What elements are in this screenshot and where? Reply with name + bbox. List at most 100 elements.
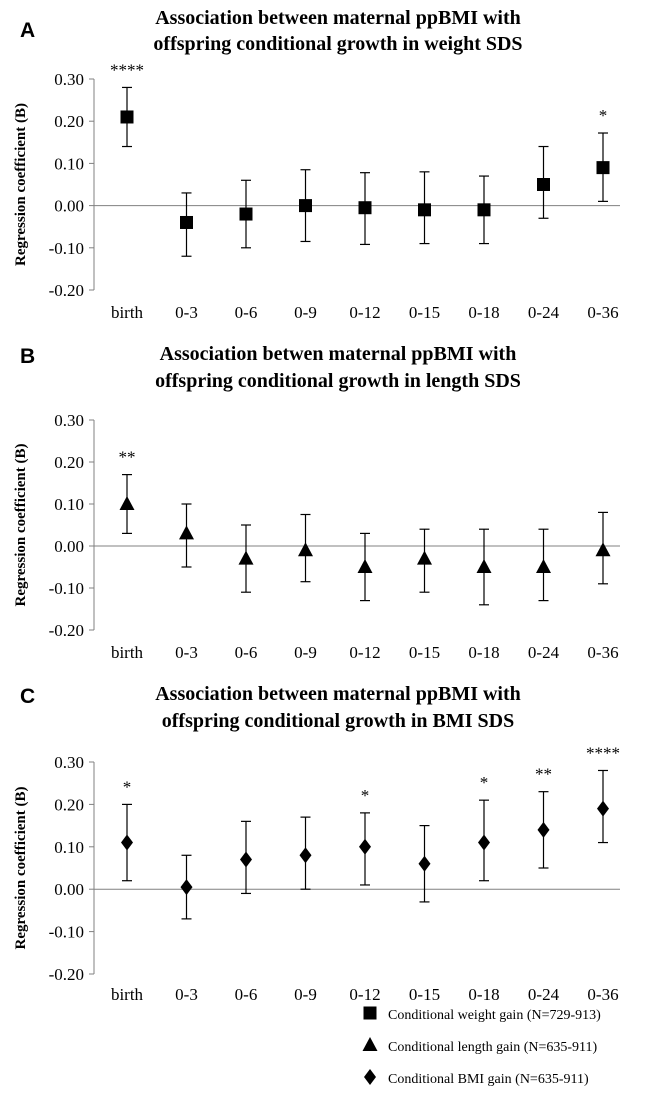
x-tick-label: birth (111, 643, 144, 662)
x-tick-label: 0-36 (587, 985, 618, 1004)
y-tick-label: -0.10 (49, 579, 84, 598)
y-tick-label: 0.00 (54, 537, 84, 556)
y-tick-label: -0.20 (49, 621, 84, 640)
legend-marker-triangle (362, 1037, 378, 1051)
panel-letter: A (20, 19, 35, 42)
data-point (119, 496, 135, 510)
x-tick-label: 0-12 (349, 303, 380, 322)
x-tick-label: 0-6 (235, 643, 258, 662)
significance-label: **** (110, 60, 144, 79)
x-tick-label: 0-18 (468, 303, 499, 322)
y-tick-label: 0.20 (54, 795, 84, 814)
legend-marker-square (363, 1006, 377, 1020)
x-tick-label: 0-3 (175, 643, 198, 662)
significance-label: ** (535, 765, 552, 784)
legend-label: Conditional weight gain (N=729-913) (388, 1008, 601, 1023)
x-tick-label: 0-12 (349, 985, 380, 1004)
data-point (596, 161, 610, 175)
panel-letter: B (20, 345, 35, 368)
legend-label: Conditional length gain (N=635-911) (388, 1040, 598, 1055)
y-tick-label: 0.30 (54, 411, 84, 430)
panel-c: C Association between maternal ppBMI with… (13, 683, 620, 1004)
legend-label: Conditional BMI gain (N=635-911) (388, 1072, 589, 1087)
chart-title-line: Association betwen maternal ppBMI with (160, 343, 517, 365)
significance-label: * (361, 786, 370, 805)
data-point (478, 834, 490, 851)
x-tick-label: 0-3 (175, 303, 198, 322)
x-tick-label: 0-9 (294, 643, 317, 662)
data-point (238, 550, 254, 565)
data-point (121, 834, 133, 851)
data-point (477, 203, 491, 217)
data-point (179, 525, 194, 540)
data-point (299, 199, 312, 213)
significance-label: * (123, 777, 132, 796)
legend: Conditional weight gain (N=729-913) Condi… (362, 1006, 601, 1087)
significance-label: * (480, 773, 489, 792)
y-tick-label: 0.20 (54, 112, 84, 131)
legend-marker-diamond (364, 1069, 376, 1085)
y-tick-label: 0.10 (54, 838, 84, 857)
x-tick-label: birth (111, 985, 144, 1004)
data-point (536, 559, 551, 573)
chart-title-line: offspring conditional growth in weight S… (153, 33, 522, 55)
panel-b: B Association betwen maternal ppBMI with o… (13, 343, 620, 662)
x-tick-label: 0-18 (468, 985, 499, 1004)
y-tick-label: 0.00 (54, 197, 84, 216)
x-tick-label: 0-15 (409, 985, 440, 1004)
x-tick-label: 0-24 (528, 985, 560, 1004)
y-tick-label: -0.20 (49, 965, 84, 984)
significance-label: ** (119, 448, 136, 467)
y-tick-label: 0.10 (54, 154, 84, 173)
panel-a: A Association between maternal ppBMI with… (13, 7, 620, 322)
y-tick-label: 0.30 (54, 70, 84, 89)
data-point (239, 207, 253, 221)
x-tick-label: 0-15 (409, 643, 440, 662)
data-point (537, 178, 550, 191)
y-tick-label: 0.00 (54, 880, 84, 899)
chart-title-line: Association between maternal ppBMI with (155, 7, 521, 29)
data-point (180, 879, 193, 896)
y-tick-label: -0.10 (49, 239, 84, 258)
y-axis-label: Regression coefficient (B) (13, 103, 29, 266)
x-tick-label: 0-6 (235, 985, 258, 1004)
x-tick-label: 0-9 (294, 985, 317, 1004)
y-tick-label: -0.20 (49, 281, 84, 300)
x-tick-label: 0-36 (587, 303, 618, 322)
data-point (240, 851, 252, 868)
chart-title-line: Association between maternal ppBMI with (155, 683, 521, 705)
data-point (357, 559, 373, 573)
y-tick-label: 0.30 (54, 753, 84, 772)
x-tick-label: 0-12 (349, 643, 380, 662)
chart-title-line: offspring conditional growth in BMI SDS (162, 710, 514, 732)
data-point (358, 201, 372, 215)
y-axis-label: Regression coefficient (B) (13, 443, 29, 606)
x-tick-label: 0-18 (468, 643, 499, 662)
data-point (418, 855, 431, 872)
y-tick-label: 0.10 (54, 495, 84, 514)
data-point (417, 550, 432, 565)
data-point (537, 821, 550, 838)
x-tick-label: 0-3 (175, 985, 198, 1004)
data-point (595, 542, 611, 557)
x-tick-label: 0-9 (294, 303, 317, 322)
x-tick-label: 0-15 (409, 303, 440, 322)
chart-title-line: offspring conditional growth in length S… (155, 370, 521, 392)
x-tick-label: 0-24 (528, 643, 560, 662)
data-point (476, 559, 492, 573)
legend-item: Conditional BMI gain (N=635-911) (364, 1069, 589, 1087)
x-tick-label: 0-6 (235, 303, 258, 322)
data-point (298, 542, 313, 557)
y-tick-label: -0.10 (49, 923, 84, 942)
significance-label: * (599, 106, 608, 125)
x-tick-label: 0-36 (587, 643, 618, 662)
data-point (418, 203, 431, 217)
data-point (359, 838, 371, 855)
data-point (120, 110, 134, 124)
significance-label: **** (586, 743, 620, 762)
legend-item: Conditional weight gain (N=729-913) (363, 1006, 601, 1023)
y-tick-label: 0.20 (54, 453, 84, 472)
x-tick-label: birth (111, 303, 144, 322)
data-point (180, 215, 193, 229)
